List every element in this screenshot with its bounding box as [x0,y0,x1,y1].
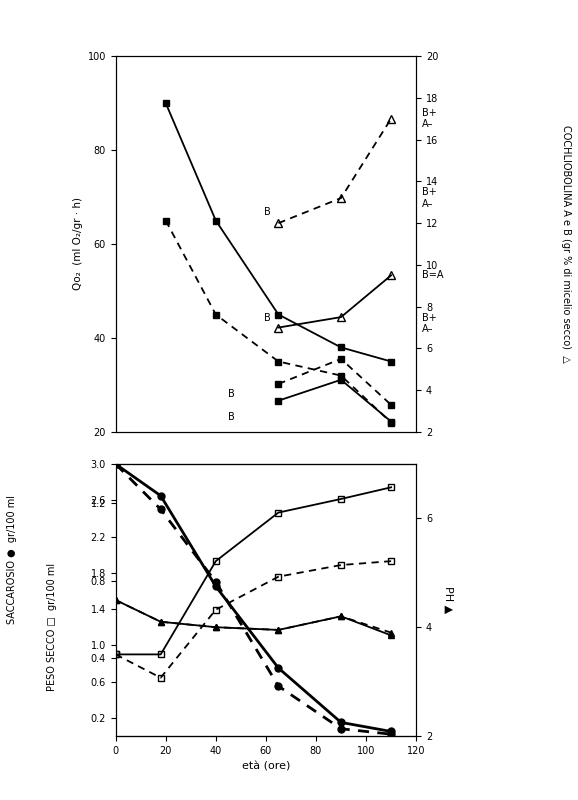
Text: B+
A–: B+ A– [422,108,437,130]
Text: B+
A–: B+ A– [422,187,437,209]
Text: B=A: B=A [422,270,443,280]
Text: B: B [264,207,271,217]
Text: B: B [228,390,235,399]
Text: SACCAROSIO ●  gr/100 ml: SACCAROSIO ● gr/100 ml [6,494,17,624]
Text: B+
A–: B+ A– [422,313,437,334]
Text: B: B [228,412,235,422]
Y-axis label: PH ▲: PH ▲ [443,586,453,614]
X-axis label: età (ore): età (ore) [242,762,290,771]
Text: PESO SECCO □  gr/100 ml: PESO SECCO □ gr/100 ml [47,563,57,691]
Text: B: B [264,314,271,323]
Y-axis label: Qo₂  (ml O₂/gr · h): Qo₂ (ml O₂/gr · h) [73,198,83,290]
Text: COCHLIOBOLINA A e B (gr % di micelio secco)  △: COCHLIOBOLINA A e B (gr % di micelio sec… [561,125,572,363]
